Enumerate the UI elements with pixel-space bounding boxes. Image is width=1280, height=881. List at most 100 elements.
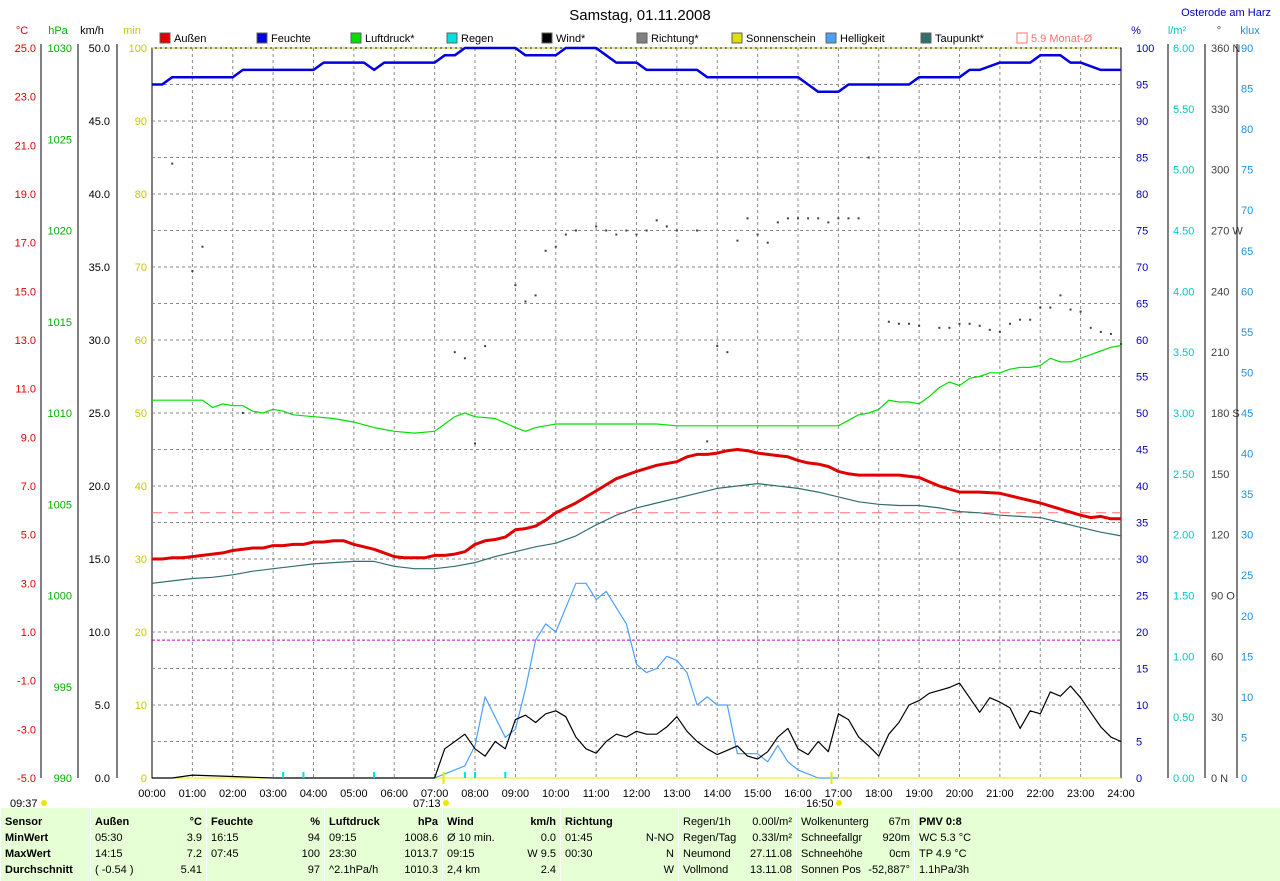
- stat-value: 97: [307, 864, 320, 876]
- tick-label: 30: [1136, 554, 1148, 566]
- legend-label: Feuchte: [271, 33, 311, 45]
- x-tick-label: 22:00: [1026, 788, 1054, 800]
- direction-point: [1109, 332, 1112, 335]
- tick-label: 120: [1211, 530, 1229, 542]
- tick-label: 2.50: [1173, 469, 1194, 481]
- plot-area: [151, 46, 1122, 784]
- info-value: 27.11.08: [749, 848, 792, 860]
- tick-label: 270 W: [1211, 226, 1243, 238]
- stat-time: 00:30: [565, 848, 593, 860]
- tick-label: 10.0: [89, 627, 110, 639]
- info-value: 0.00l/m²: [752, 816, 792, 828]
- x-tick-label: 24:00: [1107, 788, 1135, 800]
- tick-label: 3.00: [1173, 408, 1194, 420]
- direction-point: [474, 442, 476, 445]
- direction-point: [807, 217, 810, 220]
- tick-label: 25.0: [15, 43, 36, 55]
- direction-point: [817, 217, 820, 220]
- direction-point: [948, 326, 951, 329]
- stat-time: ^2.1hPa/h: [329, 864, 379, 876]
- info-label: Sonnen Pos: [801, 864, 861, 876]
- stat-value: 0.0: [540, 832, 556, 844]
- tick-label: 0.00: [1173, 773, 1194, 785]
- column-header: Feuchte: [211, 816, 254, 828]
- tick-label: 10: [1241, 692, 1253, 704]
- direction-point: [918, 324, 921, 327]
- stat-time: 2,4 km: [447, 864, 481, 876]
- axis-unit: hPa: [48, 25, 68, 37]
- series-line: [152, 448, 1121, 561]
- direction-point: [827, 221, 830, 224]
- legend-label: Außen: [174, 33, 206, 45]
- direction-point: [706, 440, 709, 443]
- direction-point: [1089, 326, 1092, 329]
- tick-label: 35: [1241, 489, 1253, 501]
- chart-title: Samstag, 01.11.2008: [569, 7, 711, 24]
- x-tick-label: 15:00: [744, 788, 772, 800]
- tick-label: 23.0: [15, 92, 36, 104]
- tick-label: 1.00: [1173, 651, 1194, 663]
- tick-label: 20: [1241, 611, 1253, 623]
- column-unit: hPa: [417, 816, 438, 828]
- tick-label: 1015: [48, 317, 72, 329]
- legend-label: Helligkeit: [840, 33, 885, 45]
- direction-point: [534, 294, 537, 297]
- stat-value: 1013.7: [404, 848, 438, 860]
- tick-label: 10: [1136, 700, 1148, 712]
- tick-label: 0.0: [95, 773, 110, 785]
- tick-label: 1025: [48, 134, 72, 146]
- direction-point: [1059, 294, 1062, 297]
- tick-label: 3.0: [21, 578, 36, 590]
- tick-label: 25.0: [89, 408, 110, 420]
- tick-label: 40: [1241, 449, 1253, 461]
- tick-label: 25: [1241, 570, 1253, 582]
- stat-value: 1008.6: [404, 832, 438, 844]
- tick-label: 80: [1136, 189, 1148, 201]
- tick-label: 75: [1136, 226, 1148, 238]
- tick-label: 1.0: [21, 627, 36, 639]
- direction-point: [797, 217, 799, 220]
- stat-time: 09:15: [447, 848, 475, 860]
- tick-label: 13.0: [15, 335, 36, 347]
- direction-point: [524, 300, 527, 303]
- tick-label: 210: [1211, 347, 1229, 359]
- tick-label: 360 N: [1211, 43, 1240, 55]
- tick-label: -5.0: [17, 773, 36, 785]
- right-axes: 1009590858075706560555045403530252015105…: [1136, 43, 1253, 785]
- tick-label: 1.50: [1173, 591, 1194, 603]
- tick-label: 85: [1241, 84, 1253, 96]
- legend-label: Wind*: [556, 33, 586, 45]
- tick-label: 10: [135, 700, 147, 712]
- direction-point: [968, 322, 971, 325]
- direction-point: [1029, 318, 1032, 321]
- tick-label: 40: [1136, 481, 1148, 493]
- tick-label: 80: [135, 189, 147, 201]
- direction-point: [595, 225, 598, 228]
- axis-unit: klux: [1240, 25, 1260, 37]
- x-tick-label: 06:00: [380, 788, 408, 800]
- wind-column: Wind km/h Ø 10 min. 0.0 09:15 W 9.5 2,4 km 2…: [442, 808, 560, 881]
- x-tick-label: 03:00: [259, 788, 287, 800]
- info-label: Vollmond: [683, 864, 729, 876]
- tick-label: 11.0: [15, 384, 36, 396]
- tick-label: 60: [135, 335, 147, 347]
- direction-point: [867, 156, 870, 159]
- direction-point: [625, 229, 628, 232]
- direction-point: [696, 229, 699, 232]
- pmv-value: TP 4.9 °C: [919, 848, 967, 860]
- tick-label: 300: [1211, 165, 1229, 177]
- sun-icon: [443, 800, 449, 806]
- tick-label: 19.0: [15, 189, 36, 201]
- pmv-title: PMV 0:8: [919, 816, 962, 828]
- direction-point: [564, 233, 567, 236]
- direction-point: [655, 219, 658, 222]
- tick-label: 15.0: [89, 554, 110, 566]
- tick-label: 100: [1136, 43, 1154, 55]
- sensor-column: Sensor MinWert MaxWert Durchschnitt: [0, 808, 90, 881]
- stat-value: 100: [301, 848, 320, 860]
- info-label: Regen/Tag: [683, 832, 737, 844]
- tick-label: 90: [135, 116, 147, 128]
- direction-point: [241, 412, 244, 414]
- legend: Außen Feuchte Luftdruck* Regen Wind* Richtung…: [159, 32, 1093, 45]
- direction-point: [837, 217, 840, 220]
